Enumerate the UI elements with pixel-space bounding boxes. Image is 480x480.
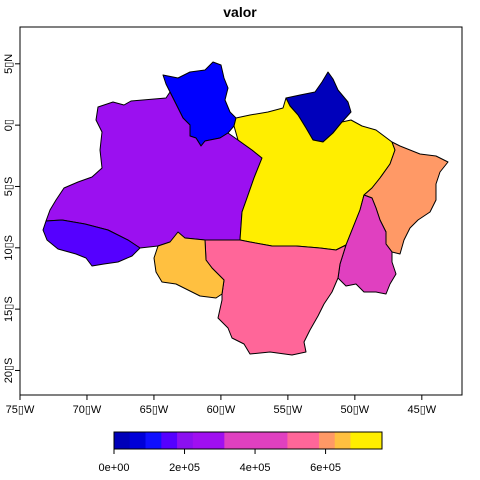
- y-tick-label: 10▯S: [3, 235, 15, 261]
- x-tick-label: 60▯W: [207, 404, 236, 416]
- x-tick-label: 65▯W: [140, 404, 169, 416]
- colorbar-segment: [224, 432, 241, 449]
- x-tick-label: 75▯W: [6, 404, 35, 416]
- colorbar-segment: [318, 432, 336, 449]
- colorbar-tick-label: 2e+05: [169, 462, 200, 474]
- state-maranhao: [363, 141, 449, 255]
- y-axis: 5▯N 0▯ 5▯S 10▯S 15▯S 20▯S: [3, 54, 21, 384]
- map-title: valor: [223, 4, 257, 20]
- x-tick-label: 45▯W: [407, 404, 436, 416]
- colorbar-segment: [350, 432, 367, 449]
- colorbar-segment: [192, 432, 210, 449]
- y-tick-label: 15▯S: [3, 296, 15, 322]
- colorbar-segment: [334, 432, 351, 449]
- y-tick-label: 20▯S: [3, 358, 15, 384]
- colorbar-segment: [114, 432, 131, 449]
- colorbar-segment: [240, 432, 257, 449]
- colorbar-segment: [177, 432, 194, 449]
- y-tick-label: 5▯S: [3, 177, 15, 197]
- state-rondonia: [153, 231, 225, 299]
- colorbar-tick-label: 4e+05: [240, 462, 271, 474]
- colorbar-tick-label: 0e+00: [99, 462, 130, 474]
- state-mato-grosso: [204, 239, 347, 356]
- colorbar-segment: [271, 432, 288, 449]
- y-tick-label: 0▯: [3, 119, 15, 131]
- colorbar-segment: [208, 432, 225, 449]
- x-tick-label: 70▯W: [73, 404, 102, 416]
- colorbar: 0e+00 2e+05 4e+05 6e+05: [99, 431, 383, 474]
- x-tick-label: 55▯W: [274, 404, 303, 416]
- state-tocantins: [337, 194, 397, 295]
- colorbar-segment: [303, 432, 320, 449]
- x-tick-label: 50▯W: [341, 404, 370, 416]
- colorbar-segment: [129, 432, 147, 449]
- colorbar-segment: [145, 432, 162, 449]
- state-acre: [42, 219, 141, 267]
- y-tick-label: 5▯N: [3, 54, 15, 74]
- colorbar-segment: [161, 432, 178, 449]
- colorbar-segment: [255, 432, 273, 449]
- colorbar-segment: [287, 432, 304, 449]
- colorbar-segment: [366, 432, 383, 449]
- states-layer: [42, 61, 449, 356]
- x-axis: 75▯W 70▯W 65▯W 60▯W 55▯W 50▯W 45▯W: [6, 394, 437, 416]
- colorbar-tick-label: 6e+05: [310, 462, 341, 474]
